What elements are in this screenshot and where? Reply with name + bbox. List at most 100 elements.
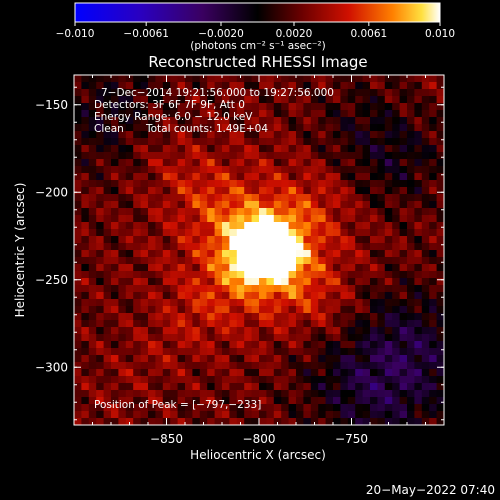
heatmap-pixel — [103, 208, 112, 216]
heatmap-pixel — [118, 418, 127, 425]
heatmap-pixel — [347, 383, 356, 391]
heatmap-pixel — [392, 243, 401, 251]
heatmap-pixel — [296, 278, 304, 286]
heatmap-pixel — [407, 334, 415, 342]
heatmap-pixel — [421, 208, 430, 216]
heatmap-pixel — [133, 131, 142, 139]
heatmap-pixel — [251, 96, 260, 104]
heatmap-pixel — [362, 404, 371, 412]
heatmap-pixel — [347, 404, 356, 412]
heatmap-pixel — [377, 285, 386, 293]
heatmap-pixel — [392, 82, 401, 90]
heatmap-pixel — [296, 124, 304, 132]
heatmap-pixel — [103, 320, 112, 328]
heatmap-pixel — [88, 194, 97, 202]
heatmap-pixel — [333, 124, 341, 132]
heatmap-pixel — [81, 355, 90, 363]
heatmap-pixel — [407, 229, 415, 237]
heatmap-pixel — [81, 411, 90, 419]
heatmap-pixel — [281, 166, 290, 174]
heatmap-pixel — [296, 215, 304, 223]
heatmap-pixel — [133, 152, 142, 160]
heatmap-pixel — [281, 355, 290, 363]
heatmap-pixel — [199, 236, 208, 244]
heatmap-pixel — [392, 313, 401, 321]
heatmap-pixel — [96, 201, 105, 209]
heatmap-pixel — [318, 236, 327, 244]
heatmap-pixel — [288, 208, 297, 216]
heatmap-pixel — [88, 362, 97, 370]
heatmap-pixel — [162, 348, 171, 356]
heatmap-pixel — [429, 110, 438, 118]
heatmap-pixel — [318, 215, 327, 223]
heatmap-pixel — [355, 103, 364, 111]
heatmap-pixel — [296, 327, 304, 335]
heatmap-pixel — [318, 313, 327, 321]
heatmap-pixel — [362, 306, 371, 314]
heatmap-pixel — [74, 89, 82, 97]
heatmap-pixel — [259, 103, 267, 111]
heatmap-pixel — [310, 215, 319, 223]
heatmap-pixel — [118, 257, 127, 265]
heatmap-pixel — [125, 229, 134, 237]
heatmap-pixel — [96, 383, 105, 391]
y-tick-label: −200 — [35, 185, 68, 199]
heatmap-pixel — [399, 145, 408, 153]
heatmap-pixel — [118, 229, 127, 237]
heatmap-pixel — [177, 292, 186, 300]
heatmap-pixel — [429, 215, 438, 223]
heatmap-pixel — [347, 166, 356, 174]
heatmap-pixel — [414, 208, 423, 216]
heatmap-pixel — [81, 201, 90, 209]
heatmap-pixel — [207, 313, 216, 321]
heatmap-pixel — [347, 229, 356, 237]
heatmap-pixel — [310, 159, 319, 167]
heatmap-pixel — [162, 264, 171, 272]
heatmap-pixel — [273, 376, 282, 384]
heatmap-pixel — [384, 299, 393, 307]
heatmap-pixel — [333, 362, 341, 370]
heatmap-pixel — [155, 229, 164, 237]
heatmap-pixel — [407, 369, 415, 377]
heatmap-pixel — [74, 117, 82, 125]
heatmap-pixel — [303, 180, 312, 188]
heatmap-pixel — [436, 166, 444, 174]
heatmap-pixel — [103, 376, 112, 384]
heatmap-pixel — [259, 362, 267, 370]
heatmap-pixel — [370, 327, 378, 335]
heatmap-pixel — [162, 383, 171, 391]
heatmap-pixel — [125, 271, 134, 279]
heatmap-pixel — [288, 383, 297, 391]
heatmap-pixel — [111, 306, 119, 314]
heatmap-pixel — [399, 124, 408, 132]
heatmap-pixel — [251, 131, 260, 139]
heatmap-pixel — [140, 117, 149, 125]
heatmap-pixel — [436, 110, 444, 118]
heatmap-pixel — [140, 362, 149, 370]
heatmap-pixel — [155, 180, 164, 188]
heatmap-pixel — [288, 75, 297, 83]
heatmap-pixel — [155, 411, 164, 419]
heatmap-pixel — [347, 292, 356, 300]
heatmap-pixel — [296, 201, 304, 209]
heatmap-pixel — [185, 348, 193, 356]
heatmap-pixel — [140, 271, 149, 279]
heatmap-pixel — [81, 222, 90, 230]
heatmap-pixel — [170, 306, 179, 314]
heatmap-pixel — [207, 355, 216, 363]
heatmap-pixel — [111, 75, 119, 83]
heatmap-pixel — [355, 334, 364, 342]
heatmap-pixel — [429, 145, 438, 153]
heatmap-pixel — [140, 320, 149, 328]
heatmap-pixel — [214, 208, 223, 216]
heatmap-pixel — [281, 145, 290, 153]
heatmap-pixel — [222, 131, 230, 139]
heatmap-pixel — [162, 278, 171, 286]
heatmap-pixel — [414, 411, 423, 419]
heatmap-pixel — [355, 110, 364, 118]
heatmap-pixel — [244, 348, 253, 356]
heatmap-pixel — [244, 320, 253, 328]
heatmap-pixel — [407, 250, 415, 258]
heatmap-pixel — [370, 243, 378, 251]
heatmap-pixel — [170, 110, 179, 118]
